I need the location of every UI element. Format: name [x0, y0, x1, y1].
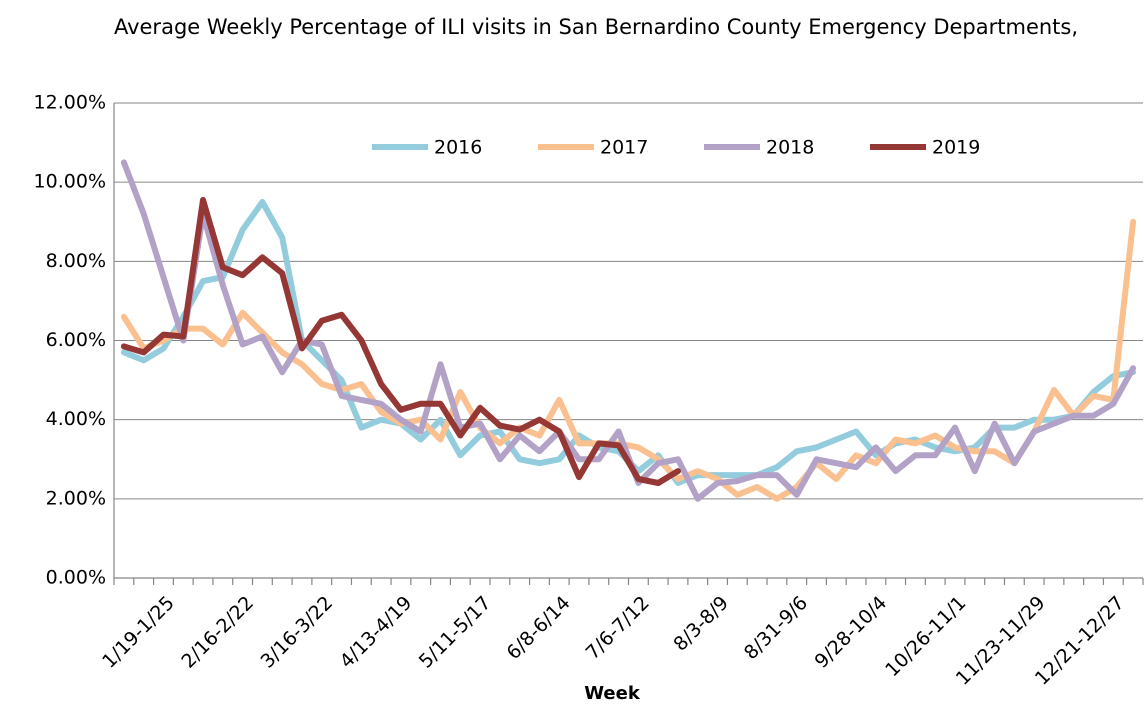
- y-tick-label: 4.00%: [46, 408, 106, 430]
- x-tick-label: 7/6-7/12: [582, 592, 654, 664]
- series-line: [120, 197, 681, 486]
- x-tick-label: 6/8-6/14: [502, 592, 574, 664]
- x-axis-title: Week: [584, 683, 641, 704]
- legend-label: 2017: [600, 137, 648, 159]
- y-tick-label: 12.00%: [34, 92, 106, 114]
- x-tick-label: 9/28-10/4: [811, 592, 892, 673]
- x-tick-label: 4/13-4/19: [336, 592, 417, 673]
- x-tick-label: 1/19-1/25: [98, 592, 179, 673]
- legend-label: 2018: [766, 137, 814, 159]
- x-tick-label: 8/31-9/6: [740, 592, 812, 664]
- y-tick-label: 10.00%: [34, 171, 106, 193]
- x-tick-label: 5/11-5/17: [415, 592, 496, 673]
- x-tick-label: 8/3-8/9: [669, 592, 733, 656]
- x-tick-label: 2/16-2/22: [177, 592, 258, 673]
- y-tick-label: 2.00%: [46, 487, 106, 509]
- chart-title: Average Weekly Percentage of ILI visits …: [114, 15, 1078, 39]
- y-tick-label: 6.00%: [46, 329, 106, 351]
- legend-label: 2016: [434, 137, 482, 159]
- y-tick-label: 0.00%: [46, 567, 106, 589]
- x-tick-label: 3/16-3/22: [256, 592, 337, 673]
- y-tick-label: 8.00%: [46, 250, 106, 272]
- legend-label: 2019: [932, 137, 980, 159]
